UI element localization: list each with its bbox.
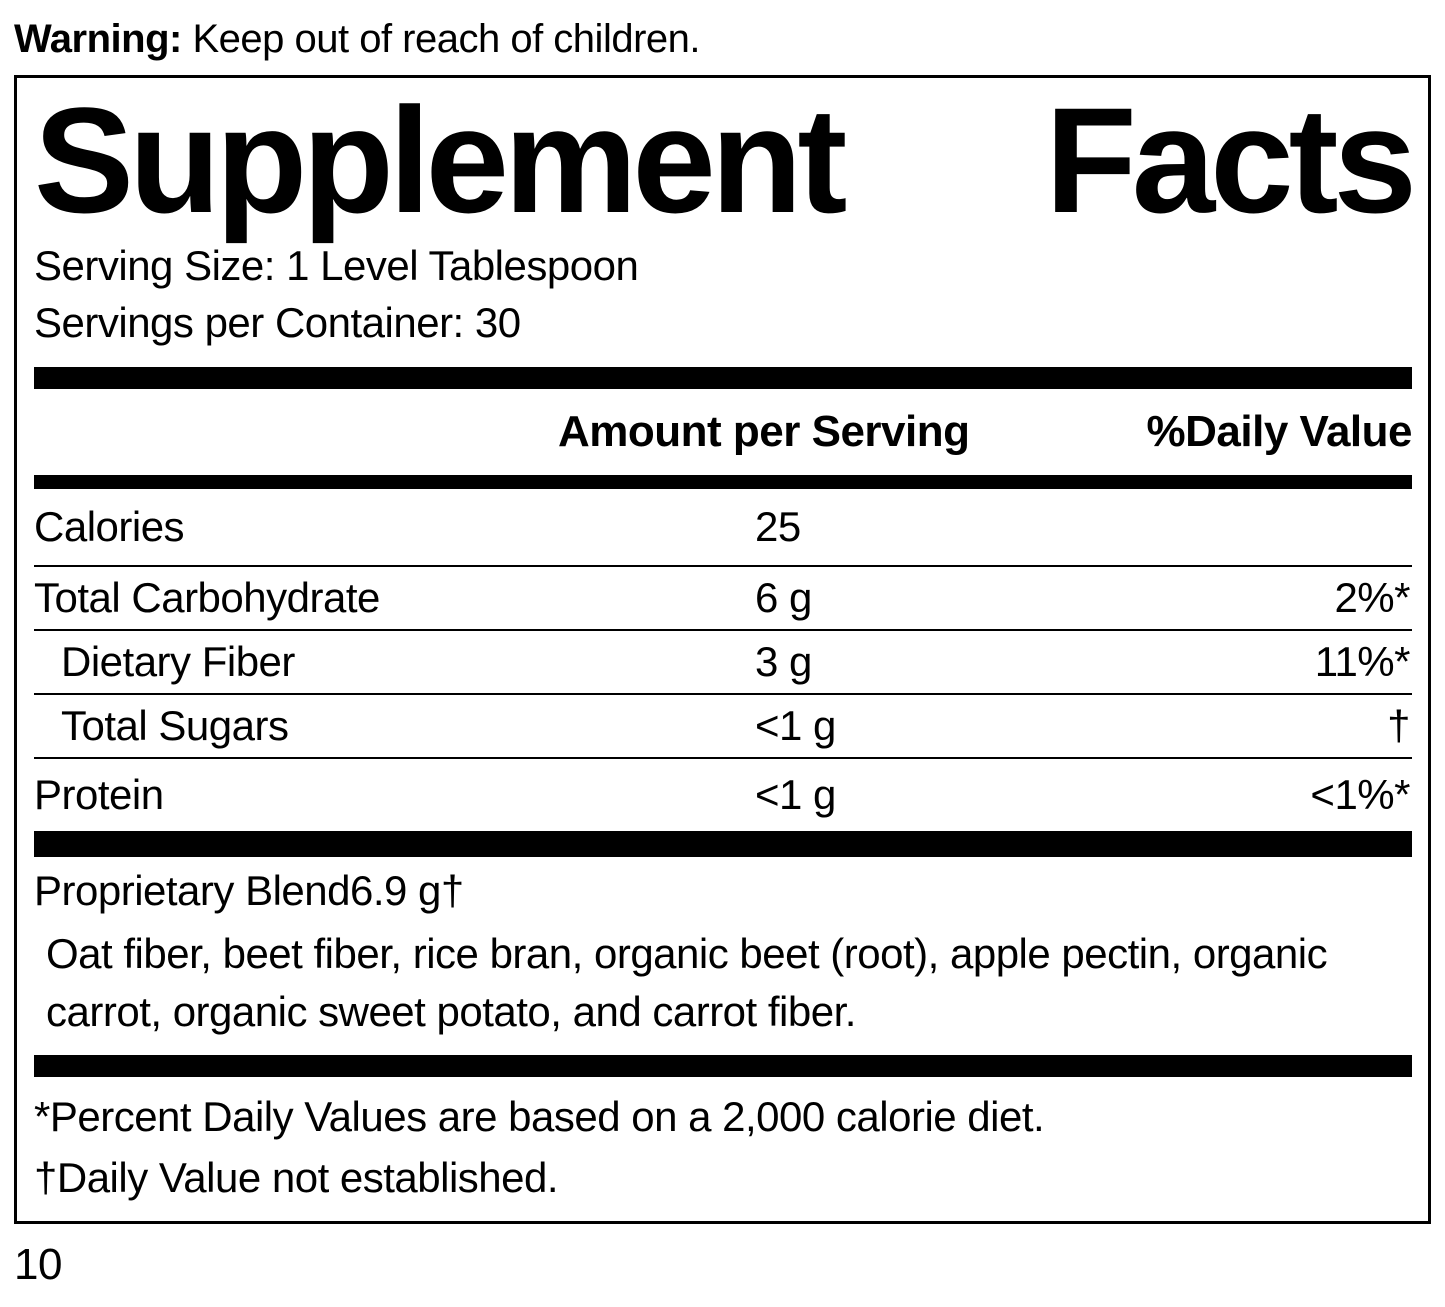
divider-medium — [34, 475, 1412, 490]
row-daily-value: † — [1387, 702, 1410, 750]
row-label: Protein — [34, 771, 164, 819]
row-daily-value: 2%* — [1334, 574, 1410, 622]
panel-title: Supplement Facts — [34, 76, 1417, 244]
page-number: 10 — [14, 1240, 62, 1290]
row-label: Total Carbohydrate — [34, 574, 380, 622]
table-row-calories: Calories 25 — [34, 489, 1412, 565]
table-row-proprietary-blend: Proprietary Blend 6.9 g † — [34, 857, 1412, 925]
footnotes: *Percent Daily Values are based on a 2,0… — [34, 1077, 1412, 1209]
warning-label: Warning: — [14, 17, 182, 61]
row-label: Dietary Fiber — [61, 638, 295, 686]
row-label: Calories — [34, 503, 185, 551]
panel-title-word-1: Supplement — [34, 76, 847, 244]
table-row-protein: Protein <1 g <1%* — [34, 757, 1412, 831]
servings-per-container: Servings per Container: 30 — [34, 298, 521, 346]
divider-thick-middle — [34, 831, 1412, 858]
serving-size: Serving Size: 1 Level Tablespoon — [34, 242, 639, 289]
row-daily-value: <1%* — [1310, 771, 1410, 819]
warning-body: Keep out of reach of children. — [181, 17, 700, 61]
row-amount: <1 g — [755, 702, 836, 750]
row-label: Total Sugars — [61, 702, 289, 750]
row-amount: 6 g — [755, 574, 812, 622]
row-daily-value: 11%* — [1314, 638, 1411, 686]
row-label: Proprietary Blend — [34, 867, 351, 915]
footnote-percent-daily-value: *Percent Daily Values are based on a 2,0… — [34, 1093, 1045, 1141]
column-header-row: Amount per Serving %Daily Value — [34, 389, 1413, 475]
panel-title-word-2: Facts — [1045, 76, 1417, 244]
row-daily-value: † — [440, 867, 464, 915]
column-header-amount: Amount per Serving — [558, 407, 970, 457]
divider-thick-top — [34, 367, 1412, 390]
nutrient-table: Calories 25 Total Carbohydrate 6 g 2%* D… — [34, 489, 1412, 831]
proprietary-blend-ingredients: Oat fiber, beet fiber, rice bran, organi… — [46, 930, 1328, 1036]
row-amount: <1 g — [755, 771, 836, 819]
column-header-daily-value: %Daily Value — [1146, 407, 1413, 457]
warning-text: Warning: Keep out of reach of children. — [0, 0, 1445, 75]
table-row-total-carbohydrate: Total Carbohydrate 6 g 2%* — [34, 565, 1412, 629]
row-amount: 3 g — [755, 638, 812, 686]
supplement-facts-panel: Supplement Facts Serving Size: 1 Level T… — [14, 75, 1431, 1225]
divider-thick-bottom — [34, 1055, 1412, 1078]
table-row-dietary-fiber: Dietary Fiber 3 g 11%* — [34, 629, 1412, 693]
table-row-total-sugars: Total Sugars <1 g † — [34, 693, 1412, 757]
row-amount: 25 — [755, 503, 801, 551]
footnote-daily-value-not-established: †Daily Value not established. — [34, 1154, 559, 1202]
row-amount: 6.9 g — [350, 867, 441, 915]
